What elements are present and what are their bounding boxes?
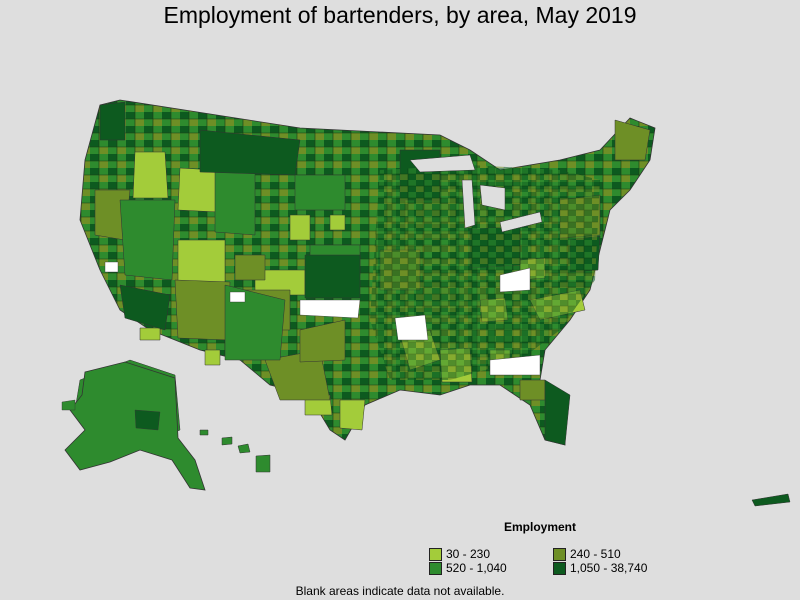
legend-title: Employment (504, 520, 577, 534)
hawaii-region (199, 429, 271, 473)
legend-item-520-1040: 520 - 1,040 (429, 561, 507, 575)
no-data-areas (104, 261, 541, 376)
legend-label-240-510: 240 - 510 (570, 547, 621, 561)
eastern-detail-region (370, 165, 600, 380)
legend-label-1050-38740: 1,050 - 38,740 (570, 561, 648, 575)
legend-swatch-1050-38740 (553, 561, 566, 575)
alaska-region (64, 361, 206, 491)
legend-item-1050-38740: 1,050 - 38,740 (553, 561, 647, 575)
legend-swatch-30-230 (429, 547, 442, 561)
legend-swatch-520-1040 (429, 561, 442, 575)
map-title: Employment of bartenders, by area, May 2… (163, 2, 637, 28)
puerto-rico-region (751, 493, 791, 507)
legend-item-30-230: 30 - 230 (429, 547, 490, 561)
legend-item-240-510: 240 - 510 (553, 547, 621, 561)
legend-label-520-1040: 520 - 1,040 (446, 561, 507, 575)
footnote: Blank areas indicate data not available. (295, 584, 505, 598)
legend-swatch-240-510 (553, 547, 566, 561)
legend-label-30-230: 30 - 230 (446, 547, 491, 561)
great-lakes (409, 154, 543, 233)
